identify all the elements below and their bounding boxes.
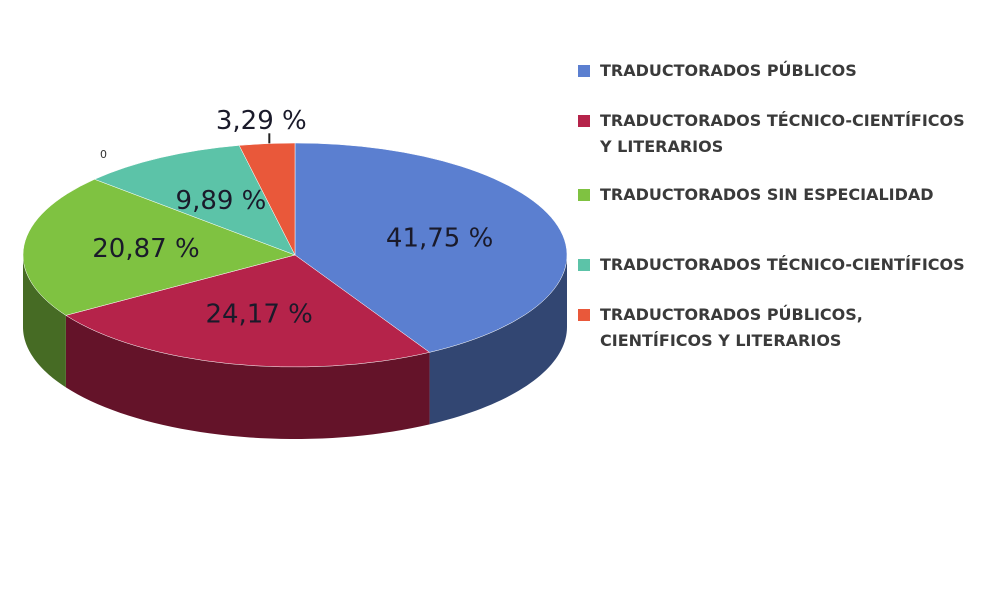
legend-swatch: [578, 259, 590, 271]
value-label: 20,87 %: [92, 234, 199, 264]
legend-label: TRADUCTORADOS TÉCNICO-CIENTÍFICOS Y LITE…: [600, 111, 965, 156]
value-label: 9,89 %: [176, 186, 267, 216]
slice-side: [65, 315, 430, 439]
pie-slice: [294, 142, 568, 353]
legend-item: TRADUCTORADOS TÉCNICO-CIENTÍFICOS Y LITE…: [578, 108, 988, 160]
legend-item: TRADUCTORADOS PÚBLICOS: [578, 58, 988, 84]
legend-item: TRADUCTORADOS PÚBLICOS, CIENTÍFICOS Y LI…: [578, 302, 988, 354]
slice-side: [23, 255, 66, 388]
pie-slice: [93, 145, 296, 256]
value-label: 24,17 %: [205, 299, 312, 329]
pie-slice: [65, 254, 431, 368]
annotation: 0: [100, 148, 107, 161]
legend-swatch: [578, 65, 590, 77]
legend-swatch: [578, 309, 590, 321]
legend-label: TRADUCTORADOS TÉCNICO-CIENTÍFICOS: [600, 255, 965, 274]
value-label: 41,75 %: [386, 224, 493, 254]
legend-item: TRADUCTORADOS TÉCNICO-CIENTÍFICOS: [578, 252, 988, 278]
legend-swatch: [578, 115, 590, 127]
legend-label: TRADUCTORADOS SIN ESPECIALIDAD: [600, 185, 934, 204]
pie-slice: [238, 142, 296, 256]
legend-item: TRADUCTORADOS SIN ESPECIALIDAD: [578, 182, 988, 208]
legend-label: TRADUCTORADOS PÚBLICOS, CIENTÍFICOS Y LI…: [600, 305, 863, 350]
slice-side: [429, 255, 567, 425]
pie-slice: [22, 179, 296, 316]
value-label: 3,29 %: [216, 106, 307, 136]
legend: TRADUCTORADOS PÚBLICOS TRADUCTORADOS TÉCN…: [578, 58, 988, 354]
legend-label: TRADUCTORADOS PÚBLICOS: [600, 61, 857, 80]
legend-swatch: [578, 189, 590, 201]
